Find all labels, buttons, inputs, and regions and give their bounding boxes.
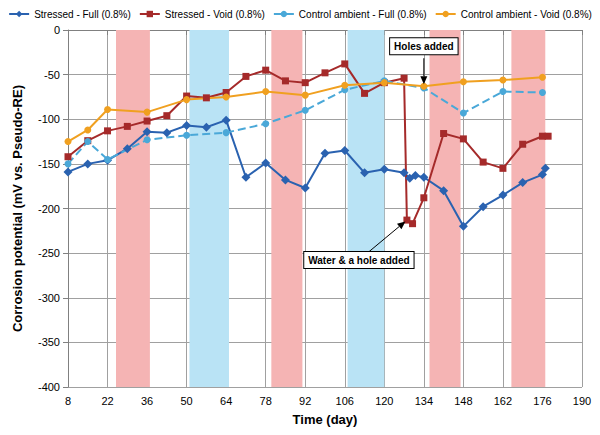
svg-text:120: 120	[375, 395, 393, 407]
svg-text:Stressed - Full (0.8%): Stressed - Full (0.8%)	[34, 9, 131, 20]
svg-text:-350: -350	[38, 336, 60, 348]
svg-text:64: 64	[220, 395, 232, 407]
svg-text:Corrosion potential (mV vs. Ps: Corrosion potential (mV vs. Pseudo-RE)	[10, 85, 25, 332]
svg-text:176: 176	[533, 395, 551, 407]
svg-text:162: 162	[494, 395, 512, 407]
svg-text:-100: -100	[38, 113, 60, 125]
svg-text:Holes added: Holes added	[394, 41, 453, 52]
svg-text:-200: -200	[38, 203, 60, 215]
svg-text:78: 78	[260, 395, 272, 407]
svg-text:-150: -150	[38, 158, 60, 170]
svg-text:148: 148	[454, 395, 472, 407]
svg-text:36: 36	[141, 395, 153, 407]
svg-text:92: 92	[299, 395, 311, 407]
svg-text:Stressed - Void (0.8%): Stressed - Void (0.8%)	[165, 9, 265, 20]
svg-text:50: 50	[180, 395, 192, 407]
svg-text:Water & a hole added: Water & a hole added	[308, 255, 409, 266]
svg-text:-300: -300	[38, 292, 60, 304]
svg-text:Time (day): Time (day)	[293, 412, 358, 427]
svg-text:-50: -50	[44, 69, 60, 81]
svg-text:-400: -400	[38, 381, 60, 393]
svg-text:8: 8	[65, 395, 71, 407]
svg-text:106: 106	[336, 395, 354, 407]
svg-text:Control ambient - Void (0.8%): Control ambient - Void (0.8%)	[461, 9, 592, 20]
svg-text:Control ambient - Full (0.8%): Control ambient - Full (0.8%)	[299, 9, 427, 20]
svg-text:134: 134	[415, 395, 433, 407]
svg-text:22: 22	[101, 395, 113, 407]
svg-text:-250: -250	[38, 247, 60, 259]
svg-text:0: 0	[54, 24, 60, 36]
svg-text:190: 190	[573, 395, 591, 407]
